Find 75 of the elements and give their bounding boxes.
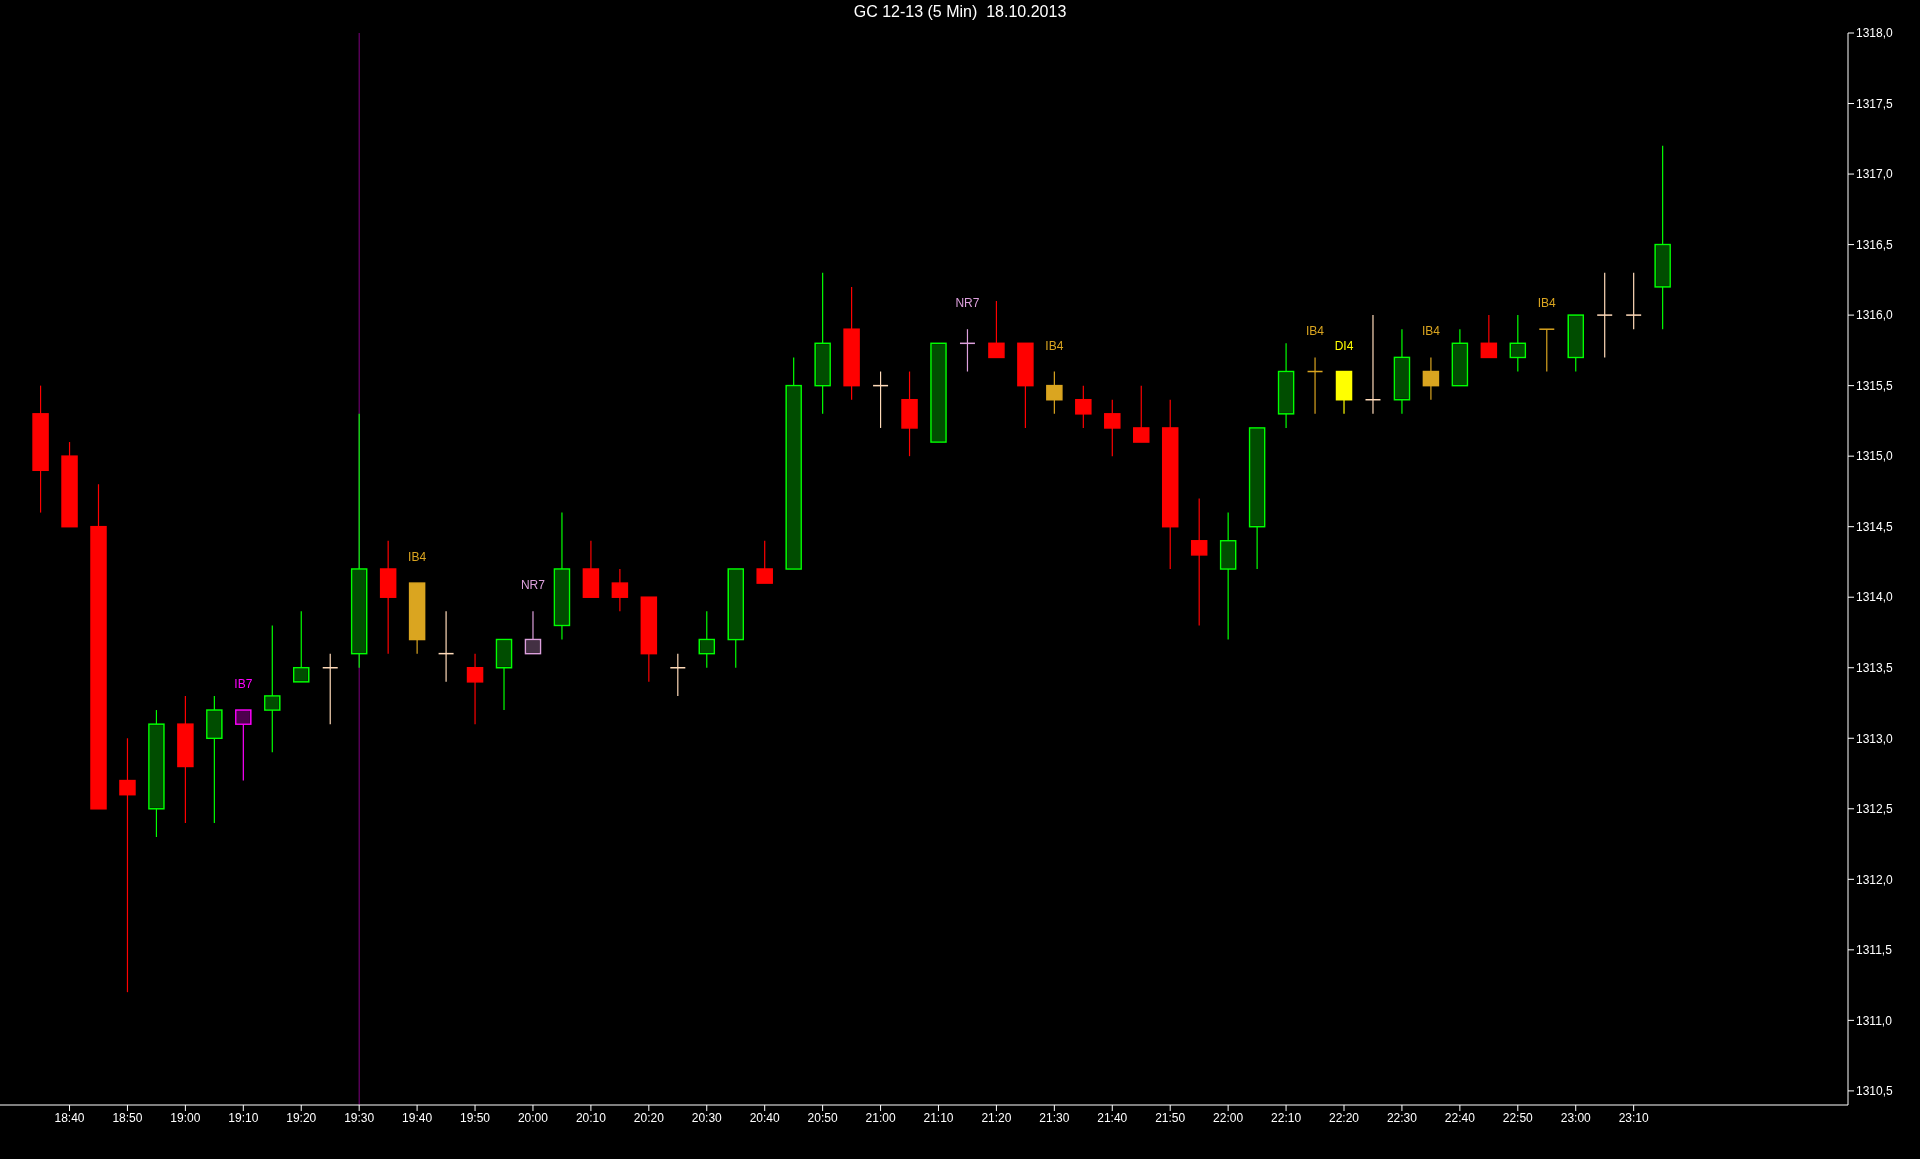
annotation: NR7 [520,578,546,593]
x-tick-label: 21:20 [981,1110,1012,1125]
x-tick-label: 22:20 [1328,1110,1360,1125]
candlestick [611,568,629,612]
x-tick-label: 19:50 [460,1110,491,1125]
annotation: IB4 [1421,324,1441,339]
x-tick-label: 21:50 [1155,1110,1186,1125]
x-tick-label: 21:30 [1039,1110,1070,1125]
candlestick [698,610,716,669]
candlestick [524,610,542,655]
x-tick-label: 21:40 [1097,1110,1128,1125]
x-tick-label: 23:10 [1618,1110,1649,1125]
x-tick-label: 20:20 [633,1110,665,1125]
x-tick-label: 22:30 [1386,1110,1418,1125]
x-tick-label: 22:00 [1213,1110,1244,1125]
annotation: DI4 [1334,338,1354,353]
candlestick [1075,385,1092,429]
candlestick [1596,272,1613,359]
x-tick-label: 19:30 [344,1110,375,1125]
x-tick-label: 20:10 [575,1110,607,1125]
x-tick-label: 20:30 [691,1110,723,1125]
x-tick-label: 22:50 [1502,1110,1534,1125]
y-tick-label: 1316,0 [1856,308,1894,323]
x-tick-label: 20:40 [749,1110,781,1125]
x-tick-label: 22:40 [1444,1110,1476,1125]
candlestick [1133,385,1150,443]
annotation: IB4 [408,550,427,565]
candlestick [466,653,484,725]
annotation: IB4 [1537,296,1557,311]
y-tick-label: 1311,5 [1856,943,1893,958]
y-tick-label: 1317,0 [1856,167,1894,182]
candlestick [293,610,310,683]
candlestick [264,624,281,753]
x-tick-label: 19:00 [170,1110,201,1125]
y-tick-label: 1310,5 [1856,1084,1894,1099]
y-tick-label: 1312,0 [1856,872,1894,887]
x-tick-label: 19:20 [286,1110,317,1125]
y-tick-label: 1313,0 [1856,731,1894,746]
candlestick [1422,356,1440,401]
x-tick-label: 20:50 [807,1110,838,1125]
candlestick [1509,314,1527,373]
candlestick [1625,272,1642,330]
x-tick-label: 19:10 [228,1110,259,1125]
y-tick-label: 1314,0 [1856,590,1894,605]
y-tick-label: 1315,5 [1856,378,1894,393]
y-tick-label: 1317,5 [1856,96,1894,111]
chart-title: GC 12-13 (5 Min) 18.10.2013 [852,2,1068,22]
annotation: NR7 [955,296,980,311]
y-tick-label: 1318,0 [1856,26,1894,41]
candlestick [1190,497,1208,627]
x-tick-label: 19:40 [402,1110,433,1125]
y-tick-label: 1315,0 [1856,449,1894,464]
annotation: IB4 [1306,324,1325,339]
x-tick-label: 20:00 [517,1110,549,1125]
y-tick-label: 1311,0 [1856,1013,1893,1028]
x-tick-label: 18:50 [112,1110,143,1125]
candlestick [1104,399,1121,457]
x-tick-label: 21:00 [865,1110,896,1125]
y-tick-label: 1316,5 [1856,237,1894,252]
candlestick [756,540,773,584]
x-tick-label: 21:10 [923,1110,954,1125]
annotation: IB7 [234,677,253,692]
annotation: IB4 [1045,338,1064,353]
x-tick-label: 22:10 [1271,1110,1302,1125]
x-tick-label: 23:00 [1560,1110,1592,1125]
candlestick [1538,328,1556,373]
y-tick-label: 1314,5 [1856,519,1894,534]
candlestick [1480,314,1498,359]
candlestick [1046,370,1063,415]
candlestick [988,300,1005,359]
candlestick [235,709,252,782]
x-tick-label: 18:40 [54,1110,85,1125]
y-tick-label: 1312,5 [1856,802,1894,817]
y-tick-label: 1313,5 [1856,661,1894,675]
candlestick [119,737,136,993]
